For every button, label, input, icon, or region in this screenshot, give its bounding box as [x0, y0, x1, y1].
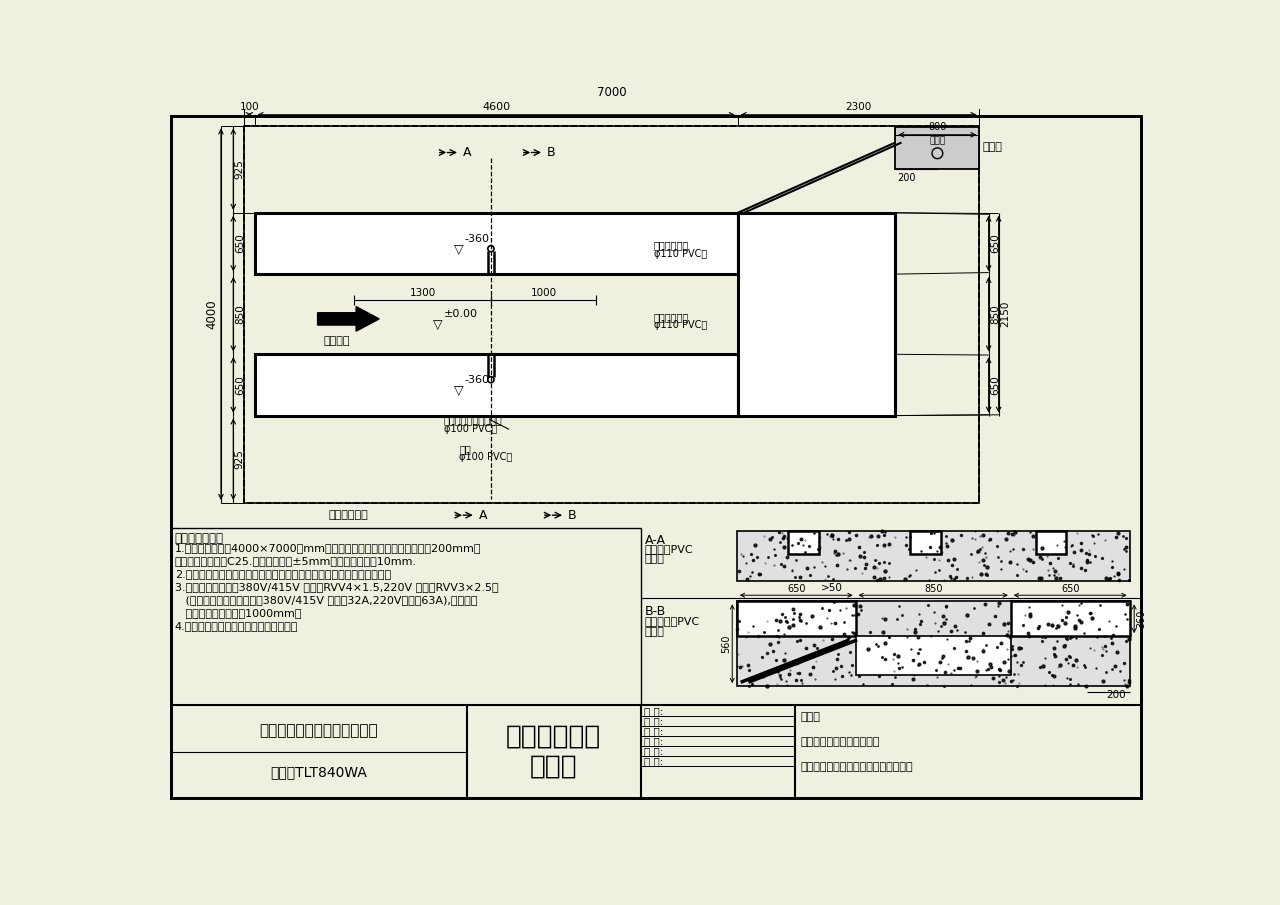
Text: 排水: 排水 [460, 443, 471, 453]
Text: 预留口: 预留口 [929, 137, 946, 146]
Text: 850: 850 [234, 304, 244, 324]
Bar [855, 636, 1011, 674]
Text: 850: 850 [924, 584, 942, 594]
Text: 925: 925 [234, 159, 244, 179]
Text: 1300: 1300 [410, 288, 435, 298]
Text: 日 期:: 日 期: [644, 736, 663, 746]
Text: B: B [568, 509, 577, 521]
Text: 混凝土强度应大于C25.地基内平面度±5mm，四边误差小于10mm.: 混凝土强度应大于C25.地基内平面度±5mm，四边误差小于10mm. [175, 556, 417, 566]
Text: 100: 100 [239, 102, 259, 112]
Bar [244, 126, 979, 503]
Text: A-A: A-A [644, 534, 666, 547]
Text: 剪视图: 剪视图 [644, 627, 664, 637]
Text: 650: 650 [991, 233, 1000, 253]
Text: φ100 PVC管: φ100 PVC管 [444, 424, 497, 434]
Text: 650: 650 [234, 233, 244, 253]
Text: φ110 PVC管: φ110 PVC管 [654, 249, 707, 259]
Text: 地基图: 地基图 [530, 754, 577, 780]
Text: 控制柜: 控制柜 [983, 142, 1002, 152]
Text: ▽: ▽ [433, 318, 443, 331]
Text: 地藏子母大剪: 地藏子母大剪 [506, 723, 602, 749]
Text: A: A [463, 146, 471, 159]
Text: ▽: ▽ [453, 384, 463, 397]
Text: 地基安装要求：: 地基安装要求： [175, 532, 224, 545]
Text: 制 图:: 制 图: [644, 726, 663, 736]
Text: -360: -360 [465, 233, 490, 243]
Bar [1011, 602, 1129, 636]
Text: 比 例:: 比 例: [644, 716, 663, 726]
Text: 排水管道PVC: 排水管道PVC [644, 545, 692, 555]
Text: 备注：: 备注： [801, 712, 820, 722]
Text: 图型设计之版本公司所有，: 图型设计之版本公司所有， [801, 737, 881, 747]
Text: 图 号:: 图 号: [644, 756, 663, 766]
Text: 200: 200 [897, 173, 916, 184]
Bar [896, 127, 979, 169]
Text: 剪视图: 剪视图 [644, 554, 664, 564]
Text: 1000: 1000 [530, 288, 557, 298]
Bar [255, 354, 737, 415]
Text: 800: 800 [928, 122, 947, 132]
Text: 560: 560 [721, 634, 731, 653]
Polygon shape [317, 307, 379, 331]
Text: ▽: ▽ [453, 243, 463, 255]
Text: >50: >50 [822, 583, 844, 593]
Text: 穿油管、气管: 穿油管、气管 [654, 311, 689, 322]
Text: 2.控制台的位置可以据场地实际情况改动，主机地坑与控制柜在同一侧。: 2.控制台的位置可以据场地实际情况改动，主机地坑与控制柜在同一侧。 [175, 569, 390, 579]
Text: -360: -360 [465, 376, 490, 386]
Bar [910, 530, 941, 554]
Bar [737, 602, 1129, 686]
Bar [737, 530, 1129, 581]
Text: 650: 650 [1061, 584, 1079, 594]
Text: 油管，气管PVC: 油管，气管PVC [644, 616, 700, 626]
Text: 排水口（管口带护盖）: 排水口（管口带护盖） [444, 415, 502, 425]
Text: 360: 360 [1137, 610, 1147, 628]
Text: A: A [479, 509, 488, 521]
Text: B-B: B-B [644, 605, 666, 618]
Text: 从出口处长度不小于1000mm。: 从出口处长度不小于1000mm。 [175, 608, 301, 618]
Text: φ100 PVC管: φ100 PVC管 [460, 452, 513, 462]
Text: 4.请按图施工，如有改动请与厂家联系。: 4.请按图施工，如有改动请与厂家联系。 [175, 622, 298, 632]
Bar [788, 530, 819, 554]
Bar [737, 213, 896, 415]
Text: 650: 650 [234, 375, 244, 395]
Bar [255, 213, 737, 274]
Text: 200: 200 [1106, 690, 1125, 700]
Text: 复 核:: 复 核: [644, 746, 663, 756]
Text: 设 计:: 设 计: [644, 706, 663, 716]
Text: 深圳市元征科技股份有限公司: 深圳市元征科技股份有限公司 [260, 723, 378, 738]
Text: 未得本公司同意，不得另作其他用途。: 未得本公司同意，不得另作其他用途。 [801, 762, 914, 772]
Text: 连接下水管道: 连接下水管道 [328, 510, 367, 520]
Text: 型号：TLT840WA: 型号：TLT840WA [270, 766, 367, 779]
Text: B: B [547, 146, 556, 159]
Text: 4600: 4600 [483, 102, 511, 112]
Text: 925: 925 [234, 449, 244, 469]
Text: 850: 850 [991, 304, 1000, 324]
Text: 1.在标准维修工位4000×7000（mm），举升机安装的混凝土厂度应大于200mm，: 1.在标准维修工位4000×7000（mm），举升机安装的混凝土厂度应大于200… [175, 543, 481, 553]
Text: 进车方向: 进车方向 [324, 336, 351, 346]
Text: ±0.00: ±0.00 [444, 310, 477, 319]
Text: 2300: 2300 [846, 102, 872, 112]
Text: φ110 PVC管: φ110 PVC管 [654, 320, 707, 330]
Bar [244, 126, 979, 503]
Text: 穿油管、气管: 穿油管、气管 [654, 240, 689, 250]
Text: 650: 650 [787, 584, 805, 594]
Text: (建议安装漏电保护开关，380V/415V 不低于32A,220V不低于63A),从出口处: (建议安装漏电保护开关，380V/415V 不低于32A,220V不低于63A)… [175, 595, 477, 605]
Bar [1036, 530, 1066, 554]
Text: 2150: 2150 [1000, 301, 1010, 328]
Text: 3.预留电源线规格：380V/415V 不低于RVV4×1.5,220V 不低于RVV3×2.5。: 3.预留电源线规格：380V/415V 不低于RVV4×1.5,220V 不低于… [175, 582, 498, 592]
Text: 7000: 7000 [596, 86, 626, 100]
Bar [737, 602, 855, 636]
Text: 4000: 4000 [206, 300, 219, 329]
Text: 650: 650 [991, 375, 1000, 395]
